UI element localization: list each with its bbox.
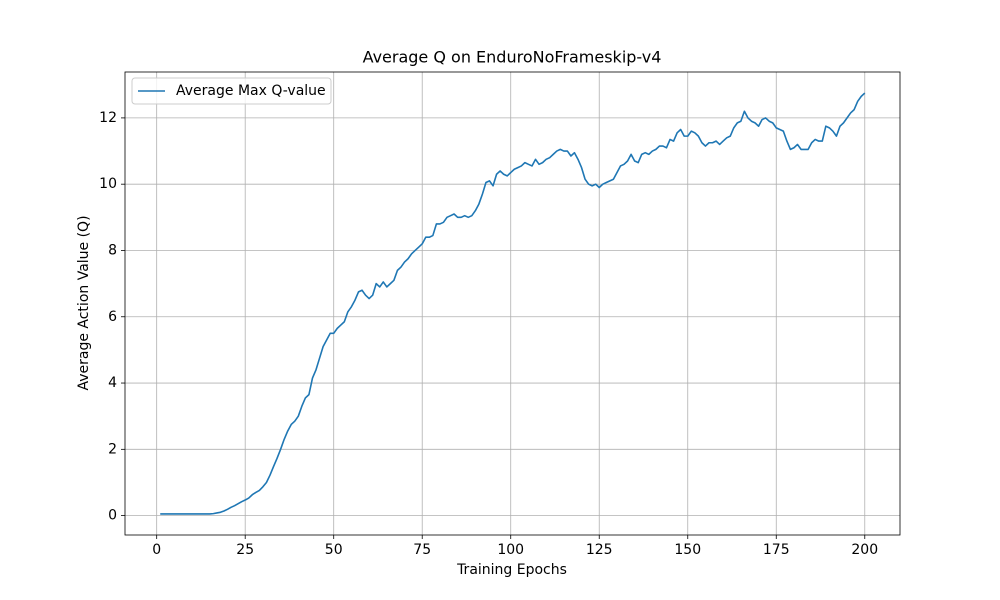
y-tick-label: 8 (108, 242, 117, 258)
x-tick-label: 125 (586, 542, 613, 558)
grid (125, 72, 900, 535)
y-axis-label: Average Action Value (Q) (76, 215, 92, 390)
data-line (160, 92, 866, 515)
legend-box (131, 77, 332, 105)
axes-frame (124, 71, 901, 536)
y-tick-label: 12 (99, 110, 117, 126)
y-tick-label: 4 (108, 375, 117, 391)
x-tick-label: 200 (851, 542, 878, 558)
legend-label: Average Max Q-value (176, 83, 326, 99)
y-tick-label: 2 (108, 441, 117, 457)
plot-area (160, 92, 866, 515)
x-tick-label: 25 (236, 542, 254, 558)
legend: Average Max Q-value (131, 77, 332, 105)
x-tick-label: 150 (674, 542, 701, 558)
y-tick-label: 10 (99, 176, 117, 192)
x-tick-label: 175 (763, 542, 790, 558)
x-tick-label: 0 (152, 542, 161, 558)
y-tick-label: 6 (108, 309, 117, 325)
x-tick-label: 75 (413, 542, 431, 558)
x-axis-label: Training Epochs (456, 562, 567, 578)
x-tick-label: 50 (325, 542, 343, 558)
y-tick-label: 0 (108, 508, 117, 524)
x-tick-label: 100 (497, 542, 524, 558)
chart-title: Average Q on EnduroNoFrameskip-v4 (363, 48, 662, 67)
